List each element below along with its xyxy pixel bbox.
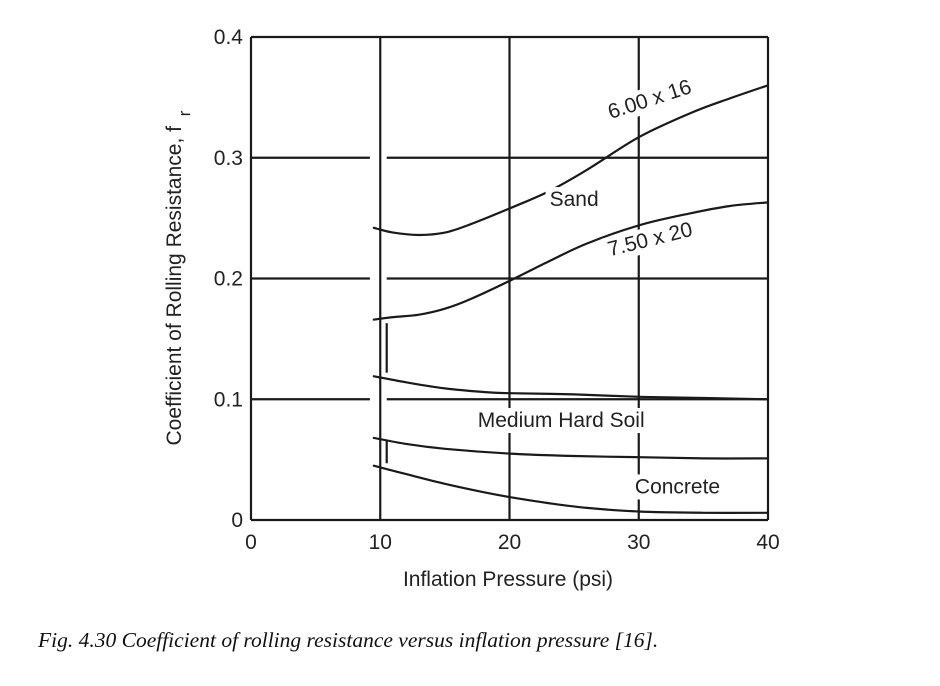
y-tick-label: 0.4 bbox=[214, 26, 244, 49]
label-background bbox=[473, 408, 649, 434]
curve-sand-lower bbox=[372, 201, 770, 321]
label-concrete: Concrete bbox=[635, 475, 720, 498]
tick-layer: 0 10 20 30 40 0 0.1 0.2 0.3 0.4 bbox=[214, 26, 780, 554]
curve-medium-soil-upper bbox=[372, 375, 770, 401]
x-tick-label: 40 bbox=[756, 531, 779, 554]
y-axis-title-main: Coefficient of Rolling Resistance, f bbox=[163, 126, 186, 446]
label-7-50x20: 7.50 x 20 bbox=[605, 218, 694, 261]
curve-concrete bbox=[372, 464, 770, 514]
label-background bbox=[630, 474, 725, 500]
curve-medium-soil-lower bbox=[372, 436, 770, 460]
y-axis-title: Coefficient of Rolling Resistance, f r bbox=[163, 110, 194, 445]
x-tick-label: 0 bbox=[245, 531, 257, 554]
curve-sand-upper bbox=[372, 84, 770, 237]
grid-layer bbox=[249, 35, 770, 522]
label-background bbox=[545, 187, 603, 213]
figure-caption: Fig. 4.30 Coefficient of rolling resista… bbox=[38, 628, 659, 652]
y-tick-label: 0.1 bbox=[214, 388, 243, 411]
label-background bbox=[600, 73, 699, 127]
label-medium-hard-soil: Medium Hard Soil bbox=[478, 409, 645, 432]
label-sand: Sand bbox=[550, 188, 599, 211]
label-background bbox=[601, 216, 699, 264]
y-tick-label: 0.2 bbox=[214, 268, 243, 291]
x-tick-label: 10 bbox=[369, 531, 392, 554]
x-tick-label: 30 bbox=[627, 531, 650, 554]
curve-layer bbox=[372, 84, 770, 514]
y-tick-label: 0.3 bbox=[214, 147, 243, 170]
y-axis-title-subscript: r bbox=[175, 110, 194, 116]
x-tick-label: 20 bbox=[498, 531, 521, 554]
x-axis-title: Inflation Pressure (psi) bbox=[403, 568, 613, 591]
y-tick-label: 0 bbox=[231, 509, 243, 532]
